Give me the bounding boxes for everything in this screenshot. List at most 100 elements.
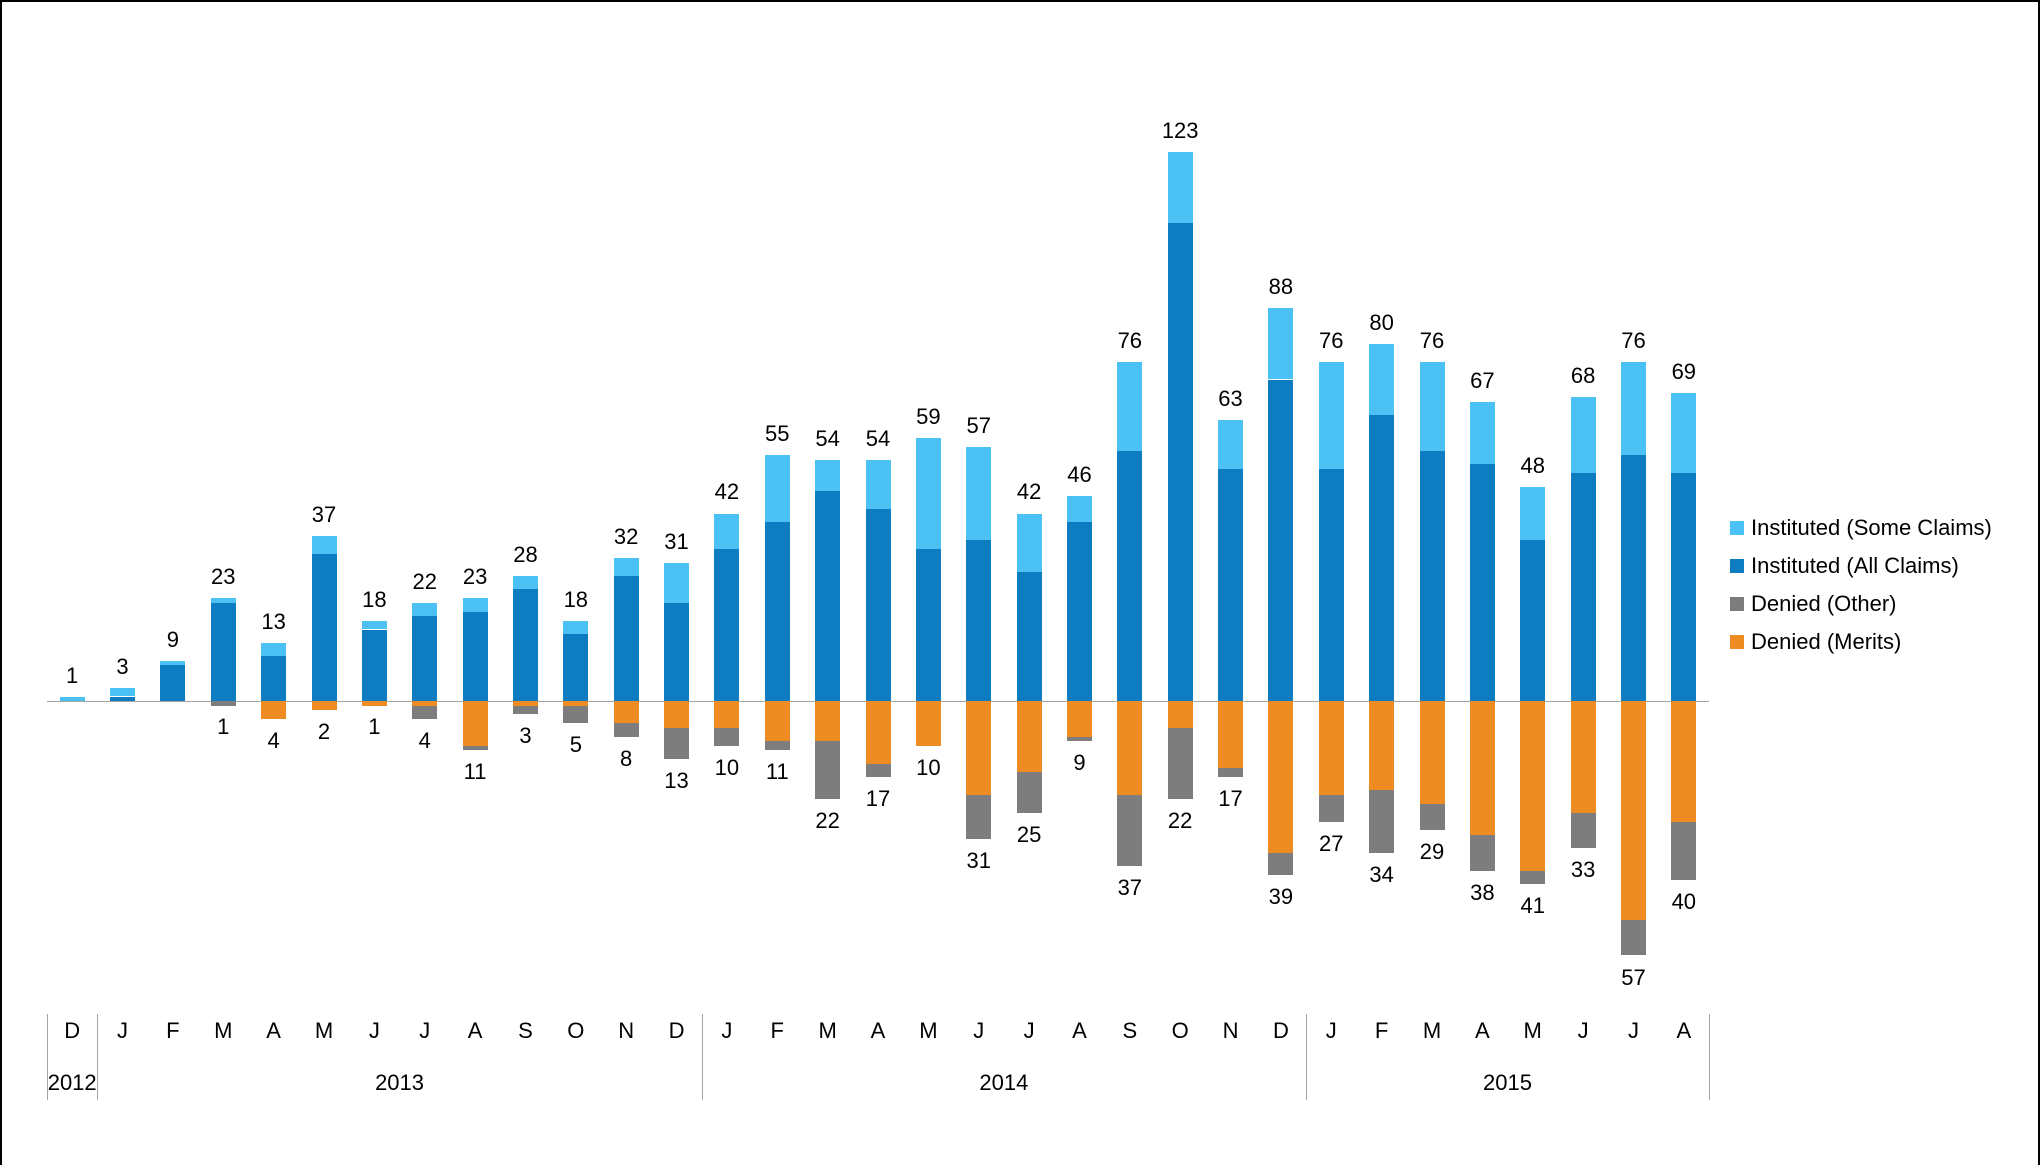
bar-segment-denied-merits: [1218, 701, 1243, 768]
bar-segment-instituted-some: [1520, 486, 1546, 541]
month-label: J: [1577, 1018, 1589, 1043]
bar-value-label-positive: 76: [1419, 327, 1445, 353]
month-label: A: [870, 1018, 886, 1043]
bar-value-label-negative: 37: [1117, 875, 1143, 901]
bar-segment-denied-other: [1570, 812, 1596, 849]
bar-value-label-positive: 9: [166, 626, 180, 652]
bar-segment-instituted-some: [1419, 361, 1445, 451]
bar-value-label-negative: 17: [1218, 785, 1243, 811]
month-label: D: [668, 1018, 685, 1043]
bar-value-label-positive: 48: [1520, 452, 1545, 478]
year-separator: [97, 1014, 99, 1100]
month-label: N: [618, 1018, 635, 1043]
bar-segment-denied-other: [966, 794, 992, 840]
bar-segment-denied-other: [210, 701, 236, 706]
bar-segment-instituted-all: [261, 656, 287, 701]
bar-segment-instituted-all: [664, 602, 689, 701]
bar-value-label-positive: 76: [1117, 327, 1143, 353]
month-label: D: [64, 1018, 81, 1043]
month-label: J: [419, 1018, 431, 1043]
bar-segment-instituted-some: [1369, 343, 1395, 416]
bar-value-label-negative: 25: [1016, 821, 1042, 847]
bar-segment-instituted-all: [361, 629, 387, 701]
bar-segment-instituted-all: [1067, 522, 1092, 701]
bar-value-label-positive: 123: [1161, 117, 1199, 143]
bar-value-label-negative: 13: [664, 768, 689, 794]
bar-value-label-positive: 55: [765, 421, 790, 447]
bar-segment-instituted-all: [110, 696, 135, 701]
bar-segment-instituted-all: [1369, 415, 1395, 701]
bar-segment-instituted-some: [1117, 361, 1143, 451]
bar-segment-instituted-all: [966, 540, 992, 701]
bar-segment-instituted-some: [664, 562, 689, 603]
bar-value-label-negative: 29: [1419, 839, 1445, 865]
bar-segment-denied-merits: [1469, 701, 1495, 835]
bar-value-label-negative: 38: [1470, 879, 1495, 905]
bar-segment-instituted-all: [1318, 468, 1344, 701]
bar-segment-instituted-some: [865, 459, 891, 509]
bar-segment-denied-merits: [1167, 701, 1193, 728]
bar-value-label-negative: 41: [1520, 893, 1545, 919]
month-label: A: [266, 1018, 281, 1043]
bar-segment-denied-merits: [1369, 701, 1395, 791]
bar-value-label-positive: 67: [1470, 367, 1495, 393]
legend-item-label: Instituted (Some Claims): [1751, 515, 1992, 540]
bar-segment-denied-merits: [865, 701, 891, 764]
bar-segment-instituted-all: [1621, 455, 1646, 701]
legend: Instituted (Some Claims) Instituted (All …: [1730, 515, 1992, 667]
bar-segment-instituted-all: [210, 602, 236, 701]
bar-value-label-positive: 69: [1671, 358, 1697, 384]
bar-segment-instituted-all: [462, 611, 488, 701]
bar-value-label-negative: 8: [620, 745, 633, 771]
bar-value-label-positive: 23: [462, 564, 488, 590]
bar-value-label-positive: 1: [66, 662, 79, 688]
bar-value-label-positive: 88: [1268, 274, 1294, 300]
month-label: A: [1072, 1018, 1087, 1043]
bar-value-label-positive: 18: [362, 586, 387, 612]
bar-segment-instituted-some: [1167, 151, 1193, 224]
bar-segment-denied-merits: [1318, 701, 1344, 795]
bar-value-label-negative: 1: [217, 714, 230, 740]
month-label: A: [1475, 1018, 1490, 1043]
bar-segment-denied-other: [1419, 803, 1445, 831]
bar-segment-denied-merits: [1117, 701, 1143, 795]
legend-item: Denied (Other): [1730, 591, 1992, 617]
year-separator: [1709, 1014, 1710, 1100]
bar-segment-instituted-all: [1570, 473, 1596, 701]
bar-value-label-positive: 54: [815, 425, 840, 451]
month-label: S: [518, 1018, 533, 1043]
bar-segment-instituted-some: [764, 455, 790, 523]
bar-segment-denied-other: [1067, 736, 1092, 742]
bar-segment-denied-merits: [261, 701, 287, 719]
bar-value-label-positive: 18: [563, 586, 589, 612]
bar-value-label-positive: 54: [865, 425, 891, 451]
bar-value-label-positive: 23: [211, 564, 236, 590]
bar-segment-instituted-some: [412, 602, 438, 617]
bar-segment-instituted-all: [1117, 451, 1143, 701]
month-label: J: [117, 1018, 129, 1043]
bar-segment-instituted-all: [160, 665, 186, 701]
bar-segment-instituted-some: [261, 643, 287, 657]
bar-segment-instituted-some: [110, 687, 135, 697]
bar-segment-denied-merits: [361, 701, 387, 706]
bar-segment-instituted-all: [412, 616, 438, 701]
bar-segment-denied-merits: [1268, 701, 1294, 853]
bar-segment-denied-other: [412, 705, 438, 719]
bar-segment-instituted-some: [513, 576, 538, 590]
bar-segment-denied-other: [1167, 727, 1193, 800]
bar-value-label-negative: 3: [519, 723, 532, 749]
bar-value-label-positive: 31: [664, 528, 689, 554]
month-label: J: [1023, 1018, 1035, 1043]
bar-segment-denied-merits: [966, 701, 992, 795]
bar-segment-denied-other: [1268, 852, 1294, 876]
bar-segment-instituted-all: [513, 589, 538, 701]
bar-segment-denied-other: [1369, 790, 1395, 853]
bar-segment-instituted-some: [1016, 513, 1042, 572]
legend-item-label: Denied (Merits): [1751, 629, 1902, 654]
bar-segment-denied-other: [1318, 794, 1344, 822]
bar-value-label-positive: 3: [116, 653, 129, 679]
bar-segment-denied-other: [815, 741, 841, 800]
month-label: M: [919, 1018, 938, 1043]
bar-segment-instituted-some: [462, 598, 488, 612]
